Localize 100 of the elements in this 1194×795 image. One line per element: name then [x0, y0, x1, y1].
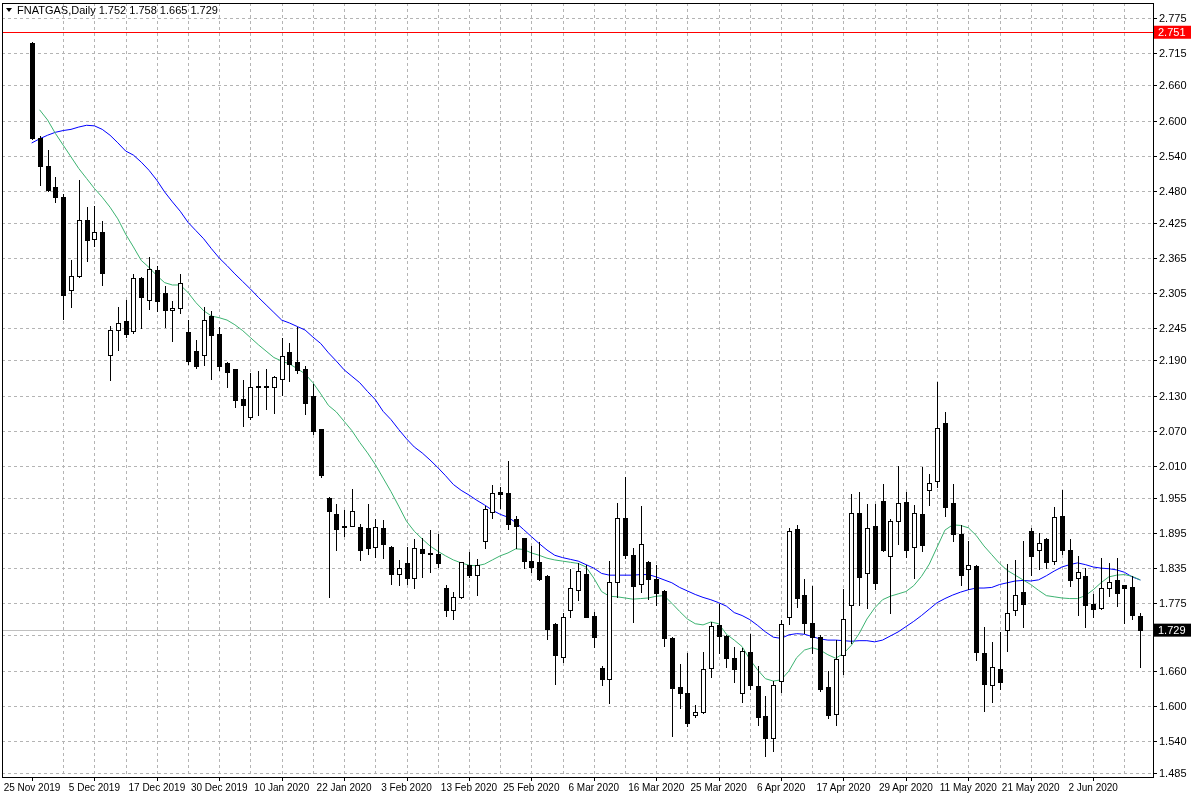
- candlestick: [974, 564, 979, 662]
- y-tick-label: 1.540: [1159, 734, 1187, 747]
- candlestick: [1107, 562, 1112, 598]
- candlestick: [802, 578, 807, 635]
- ref-line-label: 2.751: [1158, 26, 1186, 39]
- candlestick: [69, 259, 74, 309]
- candlestick: [522, 537, 527, 570]
- candlestick: [459, 561, 464, 600]
- candlestick: [217, 326, 222, 372]
- candlestick: [545, 574, 550, 641]
- candlestick: [38, 135, 43, 187]
- candlestick: [763, 695, 768, 758]
- y-tick-label: 2.305: [1159, 287, 1187, 300]
- candlestick: [444, 584, 449, 618]
- candlestick: [147, 256, 152, 311]
- x-tick-label: 29 Apr 2020: [878, 782, 934, 793]
- candlestick: [85, 206, 90, 263]
- candlestick: [334, 503, 339, 552]
- candlestick: [436, 533, 441, 569]
- candlestick: [834, 639, 839, 727]
- candlestick: [561, 612, 566, 664]
- candlestick: [186, 319, 191, 366]
- candlestick: [600, 665, 605, 687]
- candlestick: [717, 603, 722, 655]
- candlestick: [1122, 584, 1127, 625]
- candlestick: [998, 632, 1003, 691]
- candlestick: [295, 326, 300, 375]
- candlestick: [124, 299, 129, 339]
- candlestick: [248, 372, 253, 421]
- y-tick-label: 2.190: [1159, 354, 1187, 367]
- candlestick: [881, 483, 886, 553]
- candlestick: [116, 306, 121, 352]
- candlestick: [959, 524, 964, 587]
- candlestick: [865, 503, 870, 610]
- candlestick: [53, 176, 58, 204]
- candlestick: [693, 704, 698, 719]
- candlestick: [740, 647, 745, 704]
- y-tick-label: 1.485: [1159, 766, 1187, 779]
- y-tick-label: 2.130: [1159, 389, 1187, 402]
- candlestick: [896, 465, 901, 546]
- y-tick-label: 2.715: [1159, 47, 1187, 60]
- y-tick-label: 1.895: [1159, 527, 1187, 540]
- candlestick: [131, 273, 136, 335]
- y-tick-label: 2.010: [1159, 459, 1187, 472]
- candlestick: [451, 591, 456, 621]
- x-tick-label: 2 Jun 2020: [1068, 782, 1119, 793]
- candlestick: [849, 493, 854, 645]
- x-tick-label: 22 Jan 2020: [316, 782, 373, 793]
- candlestick: [139, 276, 144, 330]
- candlestick: [420, 537, 425, 578]
- candlestick: [490, 484, 495, 520]
- x-tick-label: 17 Dec 2019: [128, 782, 186, 793]
- candlestick: [576, 562, 581, 602]
- candlestick: [537, 541, 542, 582]
- candlestick: [709, 621, 714, 679]
- candlestick: [280, 337, 285, 397]
- candlestick: [818, 634, 823, 693]
- candlestick: [233, 368, 238, 409]
- candlestick: [662, 589, 667, 648]
- candlestick: [483, 505, 488, 550]
- candlestick: [1068, 538, 1073, 588]
- y-tick-label: 1.775: [1159, 597, 1187, 610]
- y-tick-label: 2.245: [1159, 322, 1187, 335]
- y-tick-label: 2.480: [1159, 184, 1187, 197]
- candlestick: [646, 560, 651, 601]
- candlestick: [631, 547, 636, 624]
- candlestick: [46, 149, 51, 193]
- candlestick: [92, 205, 97, 248]
- y-tick-label: 1.660: [1159, 664, 1187, 677]
- candlestick: [724, 634, 729, 669]
- x-tick-label: 10 Jan 2020: [254, 782, 310, 793]
- candlestick: [1138, 612, 1143, 669]
- candlestick: [553, 622, 558, 686]
- candlestick: [303, 365, 308, 416]
- candlestick: [826, 670, 831, 720]
- y-tick-label: 2.365: [1159, 252, 1187, 265]
- candlestick: [264, 368, 269, 411]
- candlestick: [178, 273, 183, 315]
- x-tick-label: 5 Dec 2019: [68, 782, 121, 793]
- candlestick: [350, 488, 355, 528]
- candlestick: [584, 564, 589, 619]
- candlestick: [1044, 537, 1049, 570]
- candlestick: [1076, 555, 1081, 617]
- candlestick: [475, 558, 480, 597]
- x-tick-label: 16 Mar 2020: [628, 782, 685, 793]
- candlestick: [951, 483, 956, 543]
- candlestick: [373, 518, 378, 559]
- candlestick: [779, 619, 784, 694]
- candlestick: [397, 559, 402, 587]
- candlestick: [1037, 532, 1042, 571]
- candlestick: [1115, 557, 1120, 608]
- candlestick: [342, 509, 347, 538]
- candlestick: [771, 680, 776, 753]
- candlestick: [529, 545, 534, 574]
- candlestick: [155, 265, 160, 313]
- candlestick: [170, 300, 175, 343]
- candlestick: [1060, 489, 1065, 556]
- candlestick: [670, 636, 675, 738]
- candlestick: [920, 466, 925, 553]
- y-tick-label: 2.660: [1159, 79, 1187, 92]
